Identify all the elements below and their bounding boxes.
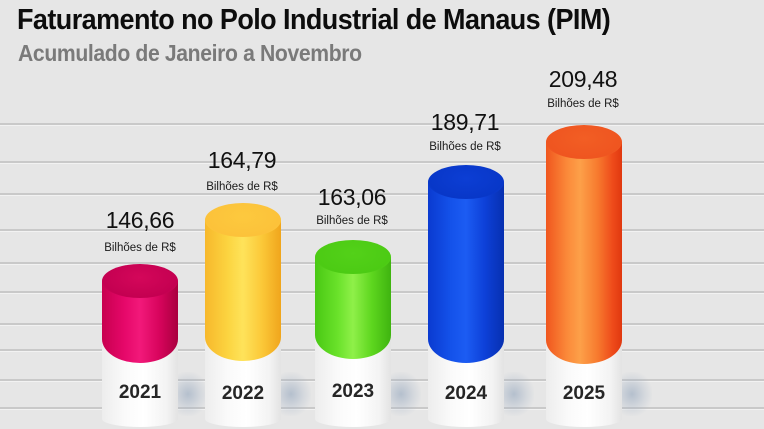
bar-year-label: 2024 (444, 383, 488, 404)
gridline (0, 161, 764, 164)
bar-cylinder (205, 220, 281, 361)
bar-unit-label: Bilhões de R$ (104, 242, 176, 254)
bar-cylinder (315, 257, 391, 359)
bar-value-label: 209,48 (548, 66, 618, 92)
bar-value-label: 163,06 (317, 184, 387, 210)
bar-cylinder-top (428, 165, 504, 199)
bar-unit-label: Bilhões de R$ (316, 215, 388, 227)
bar-value-label: 164,79 (207, 147, 277, 173)
bar-cylinder-top (546, 125, 622, 159)
bar-year-label: 2023 (331, 381, 375, 402)
bar-cylinder (546, 142, 622, 364)
gridline (0, 193, 764, 196)
bar-unit-label: Bilhões de R$ (206, 181, 278, 193)
bar-cylinder-top (205, 203, 281, 237)
page-subtitle: Acumulado de Janeiro a Novembro (18, 40, 362, 66)
bar-year-label: 2025 (562, 383, 606, 404)
bar-value-label: 146,66 (105, 207, 175, 233)
bar-cylinder-top (102, 264, 178, 298)
bar-year-label: 2022 (221, 383, 265, 404)
bar-year-label: 2021 (118, 382, 162, 403)
bar-value-label: 189,71 (430, 109, 500, 135)
gridline (0, 229, 764, 232)
bar-unit-label: Bilhões de R$ (429, 141, 501, 153)
bar-unit-label: Bilhões de R$ (547, 98, 619, 110)
bar-cylinder (428, 182, 504, 363)
page-title: Faturamento no Polo Industrial de Manaus… (17, 4, 611, 36)
bar-cylinder-top (315, 240, 391, 274)
gridline (0, 123, 764, 126)
